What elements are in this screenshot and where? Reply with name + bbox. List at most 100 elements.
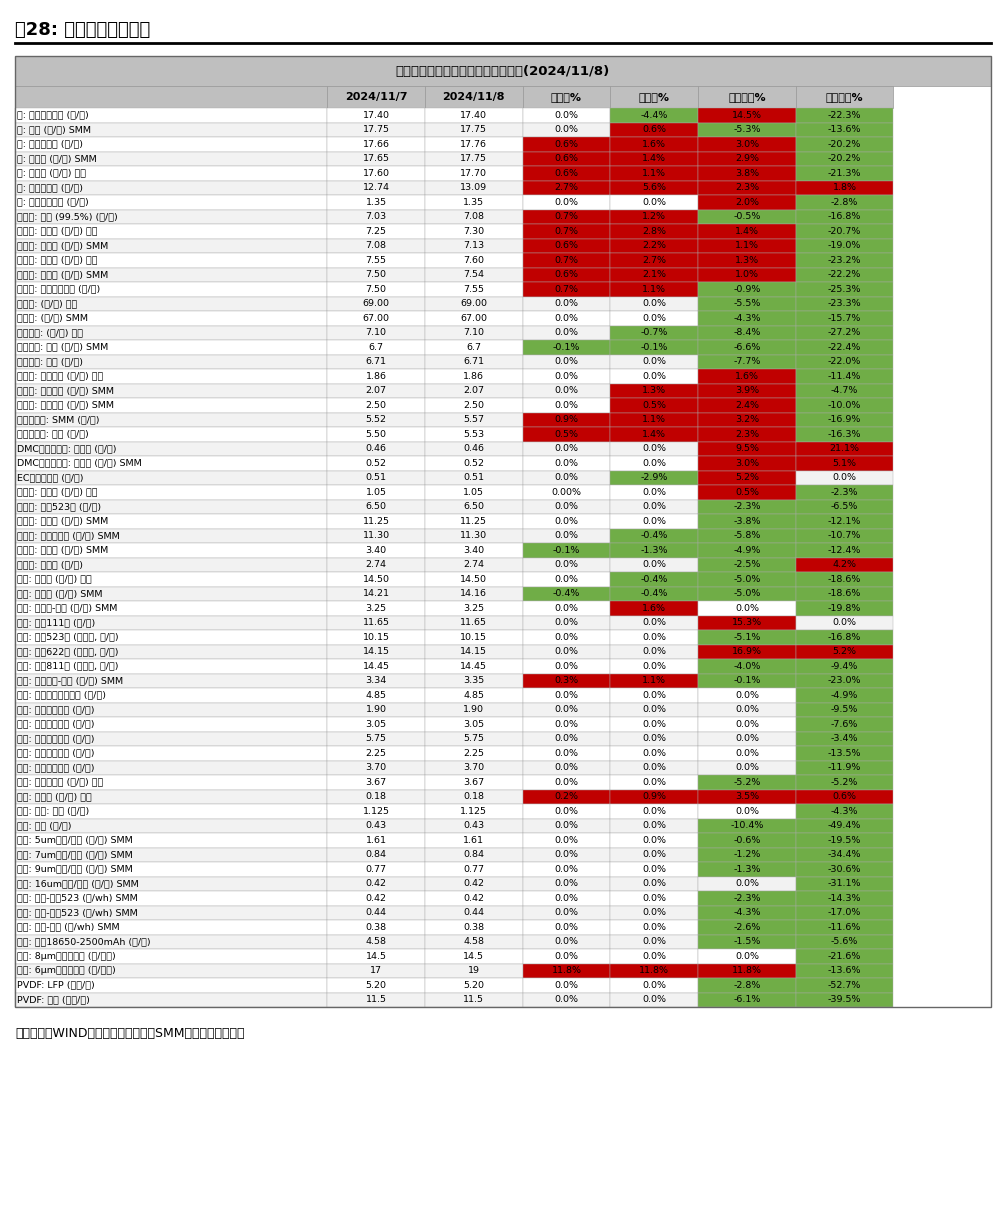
Bar <box>327 383 425 398</box>
Text: 14.15: 14.15 <box>362 647 389 656</box>
Bar <box>796 223 893 238</box>
Text: 0.0%: 0.0% <box>554 908 578 917</box>
Text: -22.3%: -22.3% <box>828 111 861 120</box>
Text: 5.20: 5.20 <box>463 980 484 990</box>
Bar <box>611 369 698 383</box>
Text: -13.5%: -13.5% <box>828 748 861 758</box>
Bar <box>611 398 698 413</box>
Text: 7.54: 7.54 <box>463 270 484 280</box>
Bar <box>611 253 698 267</box>
Text: -16.8%: -16.8% <box>828 212 861 221</box>
Bar <box>698 427 796 442</box>
Text: -5.1%: -5.1% <box>733 632 761 642</box>
Bar <box>15 529 327 543</box>
Text: 14.21: 14.21 <box>362 590 389 598</box>
Bar <box>327 543 425 558</box>
Bar <box>327 746 425 761</box>
Bar <box>425 558 522 571</box>
Bar <box>522 993 611 1007</box>
Text: 0.52: 0.52 <box>463 459 484 468</box>
Bar <box>698 398 796 413</box>
Bar <box>522 455 611 470</box>
Bar <box>327 934 425 949</box>
Text: 0.0%: 0.0% <box>554 516 578 526</box>
Bar <box>15 56 991 85</box>
Text: -25.3%: -25.3% <box>828 284 861 294</box>
Bar <box>425 775 522 790</box>
Text: 11.30: 11.30 <box>362 531 389 540</box>
Text: -1.5%: -1.5% <box>733 938 761 946</box>
Bar <box>327 529 425 543</box>
Bar <box>425 645 522 659</box>
Bar <box>15 803 327 818</box>
Bar <box>796 326 893 339</box>
Bar <box>327 761 425 775</box>
Bar <box>15 369 327 383</box>
Bar <box>522 514 611 529</box>
Bar <box>522 833 611 847</box>
Text: 正极: 三元523型 (单晶型, 万/吨): 正极: 三元523型 (单晶型, 万/吨) <box>17 632 119 642</box>
Bar <box>698 181 796 195</box>
Bar <box>698 746 796 761</box>
Text: 0.0%: 0.0% <box>554 719 578 729</box>
Text: -5.2%: -5.2% <box>831 778 858 786</box>
Bar <box>611 803 698 818</box>
Text: 5.50: 5.50 <box>365 430 386 438</box>
Bar <box>327 847 425 862</box>
Text: 5.53: 5.53 <box>463 430 484 438</box>
Text: 0.0%: 0.0% <box>554 603 578 613</box>
Bar <box>425 877 522 891</box>
Text: 16.9%: 16.9% <box>732 647 762 656</box>
Text: 0.0%: 0.0% <box>642 763 666 772</box>
Text: 0.0%: 0.0% <box>554 923 578 932</box>
Text: 7.13: 7.13 <box>463 242 484 250</box>
Bar <box>796 427 893 442</box>
Bar <box>522 934 611 949</box>
Text: 6.71: 6.71 <box>463 358 484 366</box>
Text: 0.0%: 0.0% <box>554 807 578 816</box>
Bar <box>425 571 522 586</box>
Bar <box>522 339 611 354</box>
Text: 7.03: 7.03 <box>365 212 386 221</box>
Bar <box>425 543 522 558</box>
Bar <box>327 615 425 630</box>
Bar <box>327 122 425 137</box>
Text: 0.46: 0.46 <box>365 444 386 453</box>
Bar <box>425 195 522 210</box>
Bar <box>611 818 698 833</box>
Text: 13.09: 13.09 <box>460 183 487 192</box>
Bar <box>796 354 893 369</box>
Bar <box>327 442 425 455</box>
Text: 1.2%: 1.2% <box>642 212 666 221</box>
Bar <box>698 919 796 934</box>
Bar <box>611 529 698 543</box>
Text: 1.90: 1.90 <box>365 706 386 714</box>
Text: -5.0%: -5.0% <box>733 575 761 584</box>
Text: 3.8%: 3.8% <box>735 168 760 178</box>
Text: -18.6%: -18.6% <box>828 590 861 598</box>
Bar <box>698 761 796 775</box>
Text: 14.45: 14.45 <box>362 662 389 670</box>
Bar <box>611 717 698 731</box>
Bar <box>796 615 893 630</box>
Text: 0.9%: 0.9% <box>554 415 578 424</box>
Text: 0.0%: 0.0% <box>554 386 578 396</box>
Text: 2.07: 2.07 <box>463 386 484 396</box>
Bar <box>796 674 893 687</box>
Bar <box>425 383 522 398</box>
Text: 0.7%: 0.7% <box>554 212 578 221</box>
Text: 1.1%: 1.1% <box>642 168 666 178</box>
Bar <box>796 238 893 253</box>
Bar <box>698 470 796 485</box>
Bar <box>611 571 698 586</box>
Bar <box>796 442 893 455</box>
Bar <box>327 238 425 253</box>
Bar <box>15 195 327 210</box>
Text: 2.50: 2.50 <box>463 400 484 410</box>
Text: 11.30: 11.30 <box>460 531 487 540</box>
Bar <box>425 238 522 253</box>
Bar <box>522 717 611 731</box>
Bar <box>611 847 698 862</box>
Bar <box>698 601 796 615</box>
Bar <box>698 906 796 919</box>
